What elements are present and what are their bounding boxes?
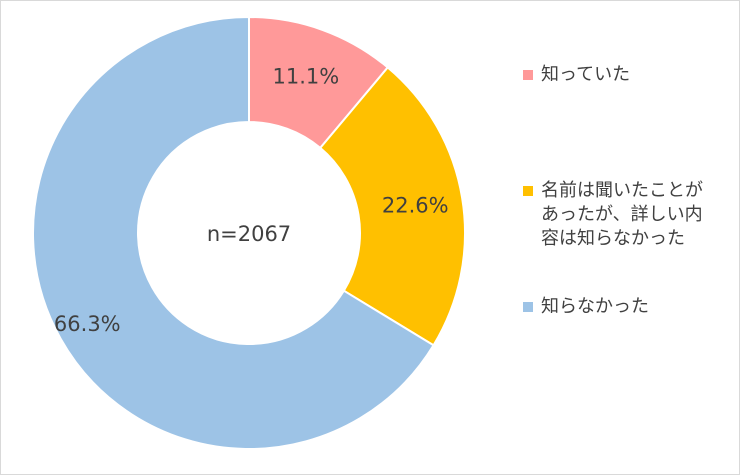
legend-swatch-did-not-know <box>523 302 533 312</box>
center-sample-size-label: n=2067 <box>207 222 291 246</box>
slice-did-not-know-value-label: 66.3% <box>54 312 121 336</box>
slice-heard-name-value-label: 22.6% <box>382 194 449 218</box>
slice-knew-value-label: 11.1% <box>273 65 340 89</box>
legend-label-did-not-know: 知らなかった <box>541 296 649 317</box>
slices-group <box>32 15 466 450</box>
legend-item-did-not-know: 知らなかった <box>523 295 733 319</box>
legend-label-heard-name: 名前は聞いたことがあったが、詳しい内容は知らなかった <box>541 180 703 249</box>
legend-swatch-knew <box>523 70 533 80</box>
legend-item-knew: 知っていた <box>523 63 733 87</box>
legend-swatch-heard-name <box>523 186 533 196</box>
slice-did-not-know <box>32 15 435 450</box>
slice-labels-group: 11.1% 22.6% 66.3% <box>54 65 449 336</box>
legend-item-heard-name: 名前は聞いたことがあったが、詳しい内容は知らなかった <box>523 179 733 251</box>
slice-heard-name <box>318 66 466 347</box>
legend-label-knew: 知っていた <box>541 64 631 85</box>
